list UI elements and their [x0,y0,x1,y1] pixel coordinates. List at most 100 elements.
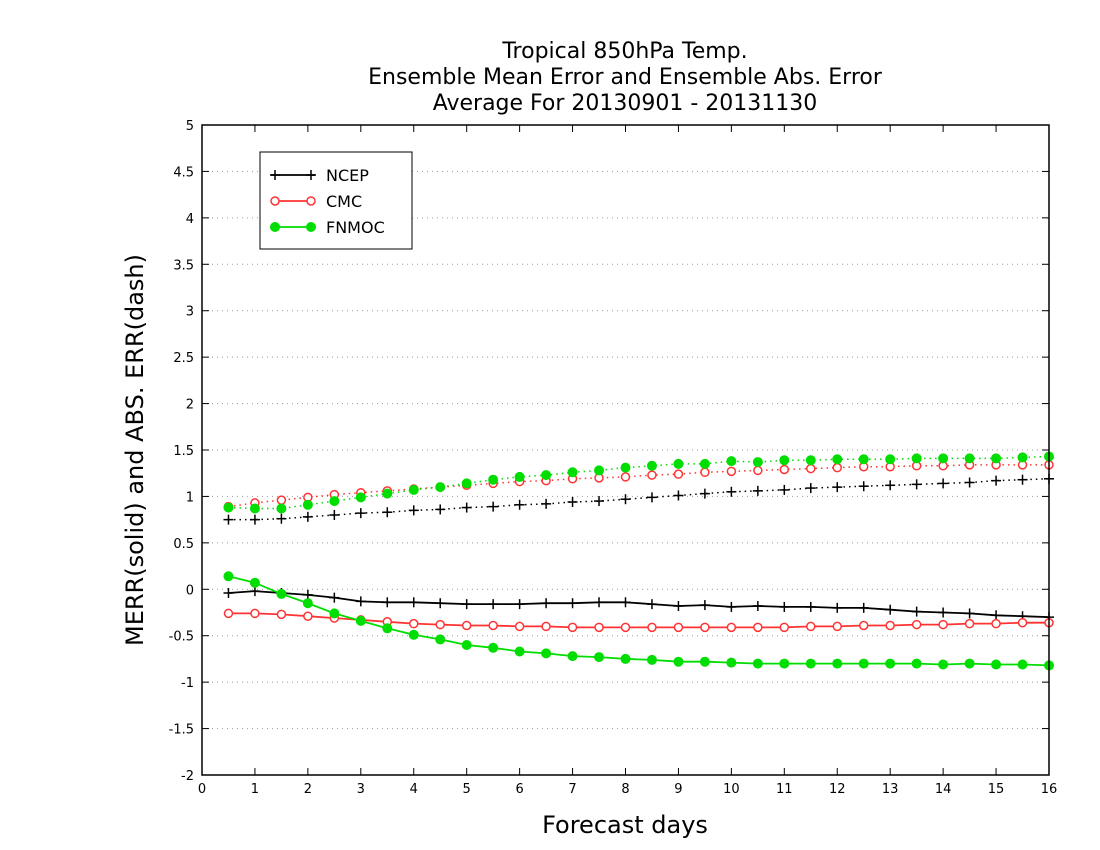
x-tick-label: 6 [515,782,523,797]
series-ncep-abserr-point [382,507,393,518]
series-ncep-merr-point [567,598,578,609]
x-tick-label: 9 [674,782,682,797]
series-fnmoc-merr-point [435,634,446,645]
series-cmc-abserr-point [276,495,287,505]
y-tick-label: 1 [186,490,194,505]
series-ncep-abserr-point [964,477,975,488]
gridlines [202,170,1049,730]
series-ncep-abserr-point [646,492,657,503]
series-fnmoc-merr-point [699,656,710,667]
series-cmc-merr-point [647,622,657,633]
series-cmc-merr-point [541,621,551,632]
x-tick-label: 1 [251,782,259,797]
series-ncep-merr-point [488,599,499,610]
series-fnmoc-merr-point [673,656,684,667]
series-fnmoc-abserr-point [355,492,366,503]
series-fnmoc-merr-point [382,623,393,634]
series-fnmoc-merr-point [805,658,816,669]
x-tick-label: 10 [723,782,740,797]
y-tick-label: -0.5 [169,630,194,645]
series-ncep-abserr-point [567,497,578,507]
x-tick-label: 14 [935,782,952,797]
series-fnmoc-merr-point [832,658,843,669]
series-fnmoc-merr-point [514,646,525,657]
series-ncep-abserr-point [673,490,684,501]
series-cmc-merr-point [806,621,816,632]
series-fnmoc-merr-point [276,588,287,599]
series-fnmoc-merr-point [1017,659,1028,670]
series-fnmoc-merr-point [911,658,922,669]
series-fnmoc-merr-point [991,659,1002,670]
y-tick-label: 3 [186,305,194,320]
series-ncep-merr-point [726,601,737,612]
series-fnmoc-abserr-point [223,502,234,513]
legend-marker [306,196,316,206]
series-cmc-merr-line [228,612,1049,629]
series-ncep-merr-point [752,601,763,611]
series-ncep-merr-point [805,601,816,612]
series-ncep-abserr-point [408,505,419,516]
y-tick-label: -1.5 [169,723,194,738]
series-cmc-merr-point [594,622,604,633]
series-cmc-merr-point [567,622,578,633]
series-fnmoc-abserr-point [964,453,975,464]
series-ncep-merr-point [911,606,922,617]
series-ncep-merr-point [382,597,393,608]
series-cmc-merr-point [700,622,710,633]
series-ncep-merr-point [991,610,1002,621]
axes: 54.543.532.521.510.50-0.5-1-1.5-20 1 2 3 4 5 6… [169,119,1058,797]
series-fnmoc-merr-point [408,629,419,640]
legend-marker [306,222,316,232]
series-ncep-abserr-point [329,510,340,520]
series-ncep-abserr-point [276,513,287,524]
series-cmc-merr-point [673,622,684,633]
series-cmc-merr-point [514,621,525,632]
legend-marker [270,196,280,206]
series-fnmoc-merr-point [302,598,313,609]
series-fnmoc-merr-point [964,658,975,669]
series-cmc-abserr-point [806,463,816,474]
series-ncep-abserr-point [726,486,737,497]
y-tick-label: 1.5 [173,444,194,459]
series-fnmoc-merr-point [752,658,763,669]
series-cmc-merr-point [991,618,1001,629]
series-cmc-merr-point [461,620,472,631]
series-ncep-abserr-point [699,488,710,499]
series-ncep-abserr-point [911,479,922,490]
series-fnmoc-merr-point [355,615,366,626]
series-fnmoc-abserr-point [567,467,578,478]
x-tick-label: 11 [776,782,793,797]
series-ncep-merr-point [223,588,234,598]
series-fnmoc-merr-point [858,658,869,669]
x-tick-label: 3 [357,782,365,797]
series-ncep-abserr-point [249,514,260,525]
series-cmc [223,460,1054,633]
chart-title: Tropical 850hPa Temp. Ensemble Mean Erro… [368,39,883,116]
y-tick-label: 2 [186,398,194,413]
series-fnmoc-merr-point [461,640,472,650]
x-tick-label: 13 [882,782,899,797]
series-ncep-merr-point [408,597,419,608]
series-cmc-abserr-point [753,465,763,476]
series-fnmoc-abserr-point [620,462,631,473]
series-fnmoc-merr-line [228,575,1050,667]
series-fnmoc-merr-point [223,571,234,582]
series-ncep-merr-point [699,600,710,611]
series-fnmoc-merr-point [488,642,499,653]
series-ncep-abserr-point [991,475,1002,486]
series-ncep-abserr-point [938,478,949,489]
series-cmc-abserr-point [673,469,684,479]
series-fnmoc-abserr-point [858,454,869,465]
plot-area [223,451,1054,671]
series-fnmoc-abserr-point [752,457,763,468]
series-fnmoc-merr-point [646,654,657,665]
series-ncep-merr-point [646,599,657,610]
series-ncep-merr-point [541,598,552,609]
series-fnmoc-abserr-point [514,471,525,482]
x-tick-label: 4 [410,782,418,797]
y-axis-label: MERR(solid) and ABS. ERR(dash) [121,254,149,646]
series-fnmoc-abserr-point [541,470,552,481]
chart-title-line-2: Ensemble Mean Error and Ensemble Abs. Er… [368,65,883,90]
x-axis-label: Forecast days [542,811,708,839]
